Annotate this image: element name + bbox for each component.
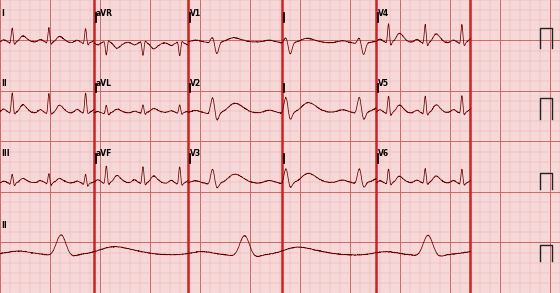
Text: III: III xyxy=(2,149,10,159)
Text: aVR: aVR xyxy=(96,9,113,18)
Text: V6: V6 xyxy=(378,149,389,159)
Text: II: II xyxy=(2,221,7,230)
Text: V4: V4 xyxy=(378,9,389,18)
Text: I: I xyxy=(2,9,4,18)
Text: V3: V3 xyxy=(190,149,201,159)
Text: V1: V1 xyxy=(190,9,201,18)
Text: V2: V2 xyxy=(190,79,201,88)
Text: aVL: aVL xyxy=(96,79,112,88)
Text: aVF: aVF xyxy=(96,149,112,159)
Text: V5: V5 xyxy=(378,79,389,88)
Text: II: II xyxy=(2,79,7,88)
